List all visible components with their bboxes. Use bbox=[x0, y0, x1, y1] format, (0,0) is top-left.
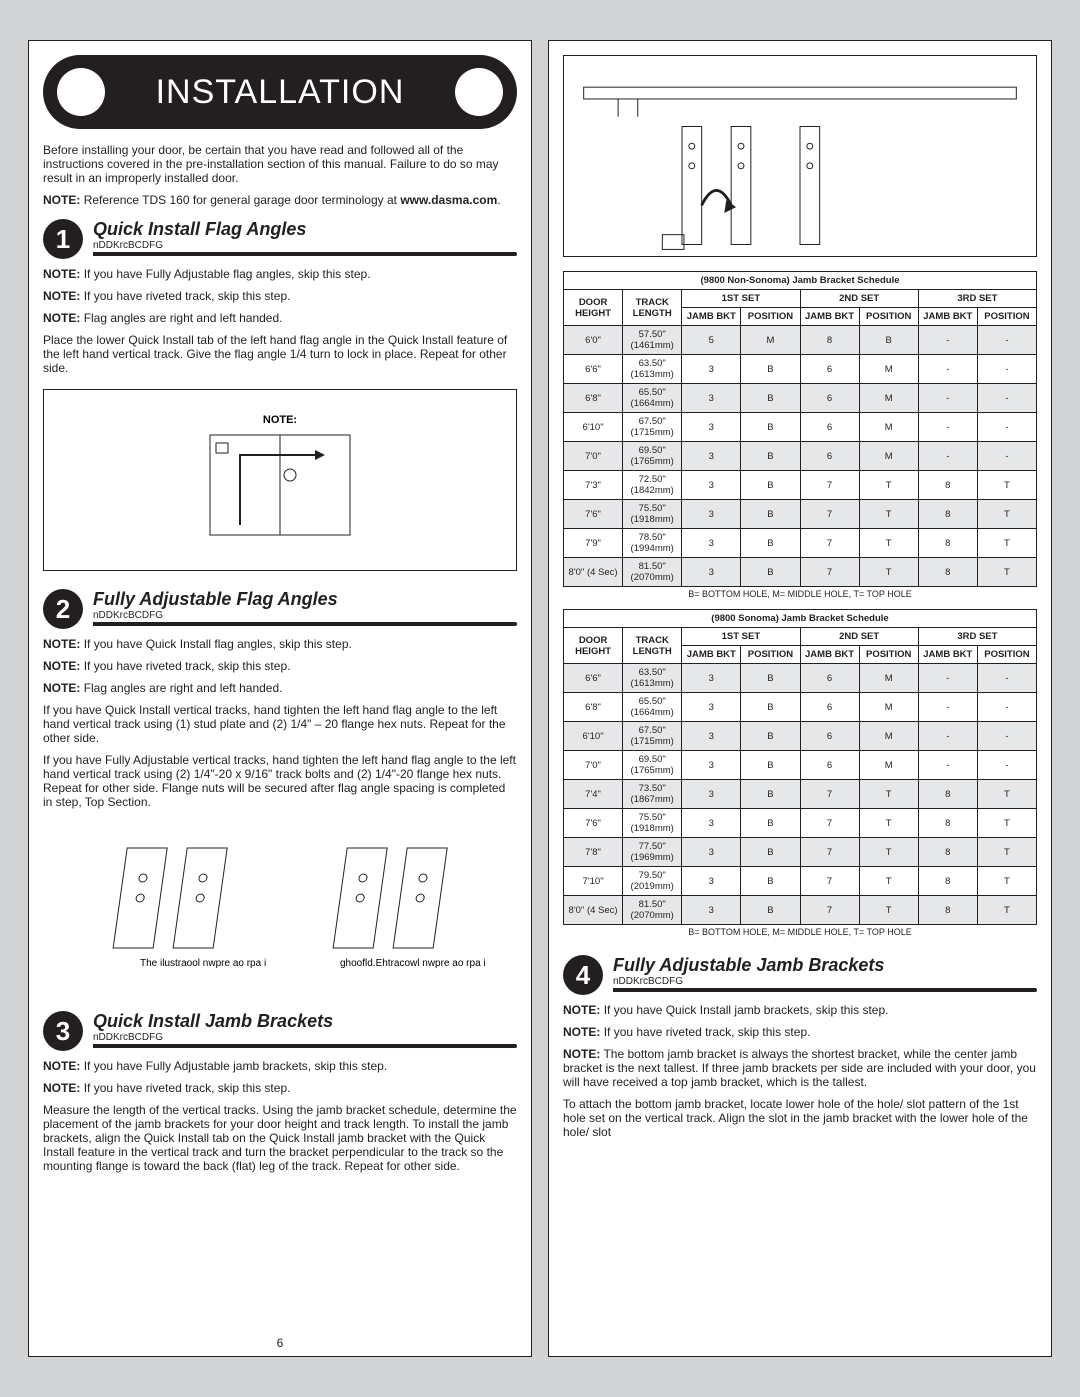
table-row: 6'10"67.50" (1715mm)3B6M-- bbox=[564, 413, 1037, 442]
s2-b2: If you have Fully Adjustable vertical tr… bbox=[43, 753, 517, 809]
step-2: 2 Fully Adjustable Flag Angles nDDKrcBCD… bbox=[43, 589, 517, 629]
s4-note1: NOTE: If you have Quick Install jamb bra… bbox=[563, 1003, 1037, 1017]
header-circle-right bbox=[455, 68, 503, 116]
fig2-cap1: The ilustraool nwpre ao rpa i bbox=[140, 958, 266, 969]
step-3-sub: nDDKrcBCDFG bbox=[93, 1032, 517, 1043]
s1-body: Place the lower Quick Install tab of the… bbox=[43, 333, 517, 375]
table-a-footer: B= BOTTOM HOLE, M= MIDDLE HOLE, T= TOP H… bbox=[563, 589, 1037, 599]
step-4-body: Fully Adjustable Jamb Brackets nDDKrcBCD… bbox=[613, 955, 1037, 992]
fig1-svg: NOTE: bbox=[160, 405, 400, 555]
figure-2: The ilustraool nwpre ao rpa i ghoofld.Eh… bbox=[43, 823, 517, 993]
figure-track bbox=[563, 55, 1037, 257]
step-4-rule bbox=[613, 988, 1037, 992]
step-1-title: Quick Install Flag Angles bbox=[93, 219, 517, 240]
table-row: 7'8"77.50" (1969mm)3B7T8T bbox=[564, 838, 1037, 867]
table-row: 7'6"75.50" (1918mm)3B7T8T bbox=[564, 809, 1037, 838]
s2-note3: NOTE: Flag angles are right and left han… bbox=[43, 681, 517, 695]
step-2-number: 2 bbox=[43, 589, 83, 629]
table-row: 7'6"75.50" (1918mm)3B7T8T bbox=[564, 500, 1037, 529]
page: INSTALLATION Before installing your door… bbox=[0, 0, 1080, 1397]
s2-note1: NOTE: If you have Quick Install flag ang… bbox=[43, 637, 517, 651]
table-row: 7'9"78.50" (1994mm)3B7T8T bbox=[564, 529, 1037, 558]
step-4-title: Fully Adjustable Jamb Brackets bbox=[613, 955, 1037, 976]
step-4-sub: nDDKrcBCDFG bbox=[613, 976, 1037, 987]
table-a-caption: (9800 Non-Sonoma) Jamb Bracket Schedule bbox=[564, 272, 1037, 290]
s2-b1: If you have Quick Install vertical track… bbox=[43, 703, 517, 745]
table-row: 7'0"69.50" (1765mm)3B6M-- bbox=[564, 442, 1037, 471]
table-row: 6'6"63.50" (1613mm)3B6M-- bbox=[564, 664, 1037, 693]
table-row: 7'3"72.50" (1842mm)3B7T8T bbox=[564, 471, 1037, 500]
fig-track-svg bbox=[564, 56, 1036, 256]
step-2-body: Fully Adjustable Flag Angles nDDKrcBCDFG bbox=[93, 589, 517, 626]
s4-note3: NOTE: The bottom jamb bracket is always … bbox=[563, 1047, 1037, 1089]
step-2-rule bbox=[93, 622, 517, 626]
fig1-note: NOTE: bbox=[263, 414, 297, 426]
step-4-number: 4 bbox=[563, 955, 603, 995]
table-row: 8'0" (4 Sec)81.50" (2070mm)3B7T8T bbox=[564, 558, 1037, 587]
step-1-number: 1 bbox=[43, 219, 83, 259]
s4-body: To attach the bottom jamb bracket, locat… bbox=[563, 1097, 1037, 1139]
table-row: 6'0"57.50" (1461mm)5M8B-- bbox=[564, 326, 1037, 355]
s3-note1: NOTE: If you have Fully Adjustable jamb … bbox=[43, 1059, 517, 1073]
header-circle-left bbox=[57, 68, 105, 116]
fig2-cap2: ghoofld.Ehtracowl nwpre ao rpa i bbox=[340, 958, 486, 969]
table-row: 6'8"65.50" (1664mm)3B6M-- bbox=[564, 693, 1037, 722]
table-a: (9800 Non-Sonoma) Jamb Bracket Schedule … bbox=[563, 271, 1037, 587]
step-1-rule bbox=[93, 252, 517, 256]
table-row: 7'0"69.50" (1765mm)3B6M-- bbox=[564, 751, 1037, 780]
step-3-title: Quick Install Jamb Brackets bbox=[93, 1011, 517, 1032]
s1-note2: NOTE: If you have riveted track, skip th… bbox=[43, 289, 517, 303]
step-2-title: Fully Adjustable Flag Angles bbox=[93, 589, 517, 610]
top-note: NOTE: Reference TDS 160 for general gara… bbox=[43, 193, 517, 207]
s4-note2: NOTE: If you have riveted track, skip th… bbox=[563, 1025, 1037, 1039]
s3-note2: NOTE: If you have riveted track, skip th… bbox=[43, 1081, 517, 1095]
s2-note2: NOTE: If you have riveted track, skip th… bbox=[43, 659, 517, 673]
table-row: 6'6"63.50" (1613mm)3B6M-- bbox=[564, 355, 1037, 384]
header-title: INSTALLATION bbox=[119, 73, 441, 112]
s1-note3: NOTE: Flag angles are right and left han… bbox=[43, 311, 517, 325]
step-3: 3 Quick Install Jamb Brackets nDDKrcBCDF… bbox=[43, 1011, 517, 1051]
step-2-sub: nDDKrcBCDFG bbox=[93, 610, 517, 621]
table-row: 7'4"73.50" (1867mm)3B7T8T bbox=[564, 780, 1037, 809]
table-b: (9800 Sonoma) Jamb Bracket Schedule DOOR… bbox=[563, 609, 1037, 925]
step-1-sub: nDDKrcBCDFG bbox=[93, 240, 517, 251]
table-b-caption: (9800 Sonoma) Jamb Bracket Schedule bbox=[564, 610, 1037, 628]
table-row: 8'0" (4 Sec)81.50" (2070mm)3B7T8T bbox=[564, 896, 1037, 925]
step-1-body: Quick Install Flag Angles nDDKrcBCDFG bbox=[93, 219, 517, 256]
left-column: INSTALLATION Before installing your door… bbox=[28, 40, 532, 1357]
header-pill: INSTALLATION bbox=[43, 55, 517, 129]
intro-text: Before installing your door, be certain … bbox=[43, 143, 517, 185]
step-3-rule bbox=[93, 1044, 517, 1048]
table-row: 6'10"67.50" (1715mm)3B6M-- bbox=[564, 722, 1037, 751]
s3-body: Measure the length of the vertical track… bbox=[43, 1103, 517, 1173]
step-3-body: Quick Install Jamb Brackets nDDKrcBCDFG bbox=[93, 1011, 517, 1048]
page-number: 6 bbox=[43, 1330, 517, 1356]
step-4: 4 Fully Adjustable Jamb Brackets nDDKrcB… bbox=[563, 955, 1037, 995]
step-3-number: 3 bbox=[43, 1011, 83, 1051]
step-1: 1 Quick Install Flag Angles nDDKrcBCDFG bbox=[43, 219, 517, 259]
table-b-footer: B= BOTTOM HOLE, M= MIDDLE HOLE, T= TOP H… bbox=[563, 927, 1037, 937]
table-row: 6'8"65.50" (1664mm)3B6M-- bbox=[564, 384, 1037, 413]
fig2-svg: The ilustraool nwpre ao rpa i ghoofld.Eh… bbox=[70, 828, 490, 988]
figure-1: NOTE: bbox=[43, 389, 517, 571]
right-column: (9800 Non-Sonoma) Jamb Bracket Schedule … bbox=[548, 40, 1052, 1357]
table-row: 7'10"79.50" (2019mm)3B7T8T bbox=[564, 867, 1037, 896]
s1-note1: NOTE: If you have Fully Adjustable flag … bbox=[43, 267, 517, 281]
